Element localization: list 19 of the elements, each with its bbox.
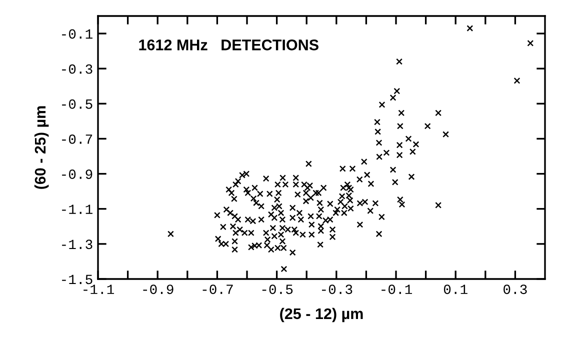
y-tick-label: -1.5 <box>62 274 92 284</box>
x-axis-title: (25 - 12) µm <box>280 308 363 322</box>
y-axis-title: (60 - 25) µm <box>34 106 49 189</box>
y-tick-label: -1.3 <box>62 240 92 250</box>
y-tick-label: -0.7 <box>62 134 92 144</box>
x-tick-label: -1.1 <box>84 284 114 294</box>
y-tick-label: -0.5 <box>62 99 92 109</box>
x-tick-label: -0.7 <box>202 284 233 294</box>
x-tick-label: -0.1 <box>382 284 412 294</box>
y-tick-label: -0.1 <box>62 29 92 39</box>
text: 1612 MHz DETECTIONS <box>139 40 318 50</box>
x-tick-label: -0.5 <box>262 284 293 294</box>
x-tick-label: 0.3 <box>504 284 527 294</box>
x-tick-label: 0.1 <box>444 284 468 294</box>
x-tick-label: -0.9 <box>143 284 174 294</box>
y-tick-label: -1.1 <box>62 204 92 214</box>
x-tick-label: -0.3 <box>322 284 352 294</box>
y-tick-label: -0.3 <box>62 64 92 74</box>
y-tick-label: -0.9 <box>62 170 92 179</box>
